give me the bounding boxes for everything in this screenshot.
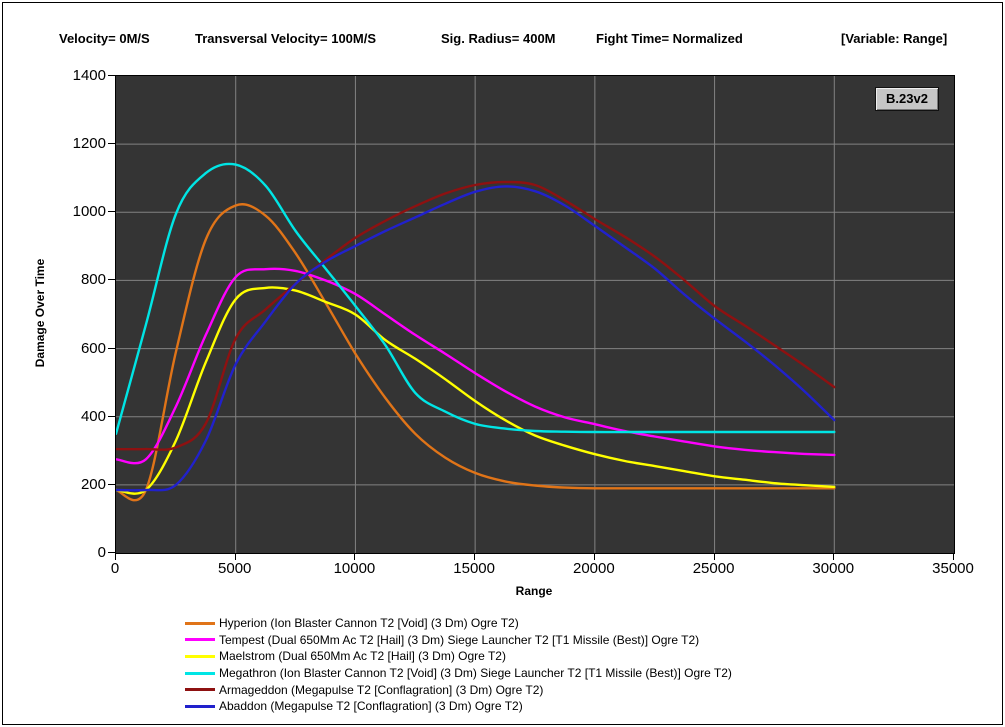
series-line-5 xyxy=(116,185,836,492)
legend-marker xyxy=(185,671,215,675)
header-transversal: Transversal Velocity= 100M/S xyxy=(195,31,377,46)
series-line-1 xyxy=(116,267,836,465)
legend-label: Megathron (Ion Blaster Cannon T2 [Void] … xyxy=(219,666,732,681)
x-tick-mark xyxy=(833,553,835,560)
legend-item: Megathron (Ion Blaster Cannon T2 [Void] … xyxy=(185,665,732,682)
x-tick-mark xyxy=(713,553,715,560)
y-tick-label: 800 xyxy=(80,271,106,289)
legend-item: Armageddon (Megapulse T2 [Conflagration]… xyxy=(185,681,732,698)
legend-item: Abaddon (Megapulse T2 [Conflagration] (3… xyxy=(185,698,732,715)
x-tick-mark xyxy=(115,553,116,560)
legend-item: Maelstrom (Dual 650Mm Ac T2 [Hail] (3 Dm… xyxy=(185,648,732,665)
legend-label: Hyperion (Ion Blaster Cannon T2 [Void] (… xyxy=(219,616,519,631)
series-line-2 xyxy=(116,286,836,495)
legend-item: Hyperion (Ion Blaster Cannon T2 [Void] (… xyxy=(185,615,732,632)
legend-marker xyxy=(185,621,215,625)
header-fight-time: Fight Time= Normalized xyxy=(596,31,743,46)
x-tick-mark xyxy=(234,553,236,560)
header-variable: [Variable: Range] xyxy=(841,31,948,46)
x-tick-label: 25000 xyxy=(692,560,735,577)
chart-legend: Hyperion (Ion Blaster Cannon T2 [Void] (… xyxy=(185,615,732,715)
legend-label: Armageddon (Megapulse T2 [Conflagration]… xyxy=(219,682,544,697)
y-tick-mark xyxy=(108,143,115,145)
legend-label: Abaddon (Megapulse T2 [Conflagration] (3… xyxy=(219,699,523,714)
y-tick-label: 600 xyxy=(80,339,106,357)
x-axis-title: Range xyxy=(515,584,553,598)
x-tick-label: 15000 xyxy=(453,560,495,577)
plot-area xyxy=(115,75,955,554)
x-tick-label: 0 xyxy=(110,560,120,577)
y-tick-mark xyxy=(108,483,115,485)
plot-svg xyxy=(116,76,954,553)
y-tick-mark xyxy=(108,552,115,553)
y-tick-mark xyxy=(108,347,115,349)
y-tick-label: 200 xyxy=(80,475,106,493)
header-velocity: Velocity= 0M/S xyxy=(59,31,150,46)
legend-marker xyxy=(185,638,215,642)
series-line-3 xyxy=(116,162,836,435)
y-tick-mark xyxy=(108,279,115,281)
legend-label: Maelstrom (Dual 650Mm Ac T2 [Hail] (3 Dm… xyxy=(219,649,506,664)
y-tick-label: 0 xyxy=(97,544,106,561)
series-line-0 xyxy=(116,203,836,502)
x-tick-mark xyxy=(354,553,356,560)
x-tick-mark xyxy=(593,553,595,560)
legend-marker xyxy=(185,704,215,708)
legend-marker xyxy=(185,654,215,658)
x-tick-label: 30000 xyxy=(812,560,855,577)
y-tick-label: 1200 xyxy=(72,135,106,153)
legend-label: Tempest (Dual 650Mm Ac T2 [Hail] (3 Dm) … xyxy=(219,632,700,647)
series-line-4 xyxy=(116,180,836,451)
y-tick-mark xyxy=(108,75,115,76)
y-tick-mark xyxy=(108,211,115,213)
series-lines xyxy=(116,162,836,502)
gridlines xyxy=(116,76,954,553)
x-tick-mark xyxy=(953,553,954,560)
legend-item: Tempest (Dual 650Mm Ac T2 [Hail] (3 Dm) … xyxy=(185,632,732,649)
y-tick-label: 1400 xyxy=(72,67,106,84)
legend-marker xyxy=(185,688,215,692)
x-tick-label: 5000 xyxy=(218,560,252,577)
y-tick-mark xyxy=(108,415,115,417)
x-tick-label: 35000 xyxy=(932,560,974,577)
header-sig-radius: Sig. Radius= 400M xyxy=(441,31,556,46)
y-tick-label: 400 xyxy=(80,407,106,425)
version-badge: B.23v2 xyxy=(875,87,939,111)
y-tick-label: 1000 xyxy=(72,203,106,221)
x-tick-label: 20000 xyxy=(572,560,615,577)
x-tick-label: 10000 xyxy=(333,560,376,577)
x-tick-mark xyxy=(474,553,476,560)
